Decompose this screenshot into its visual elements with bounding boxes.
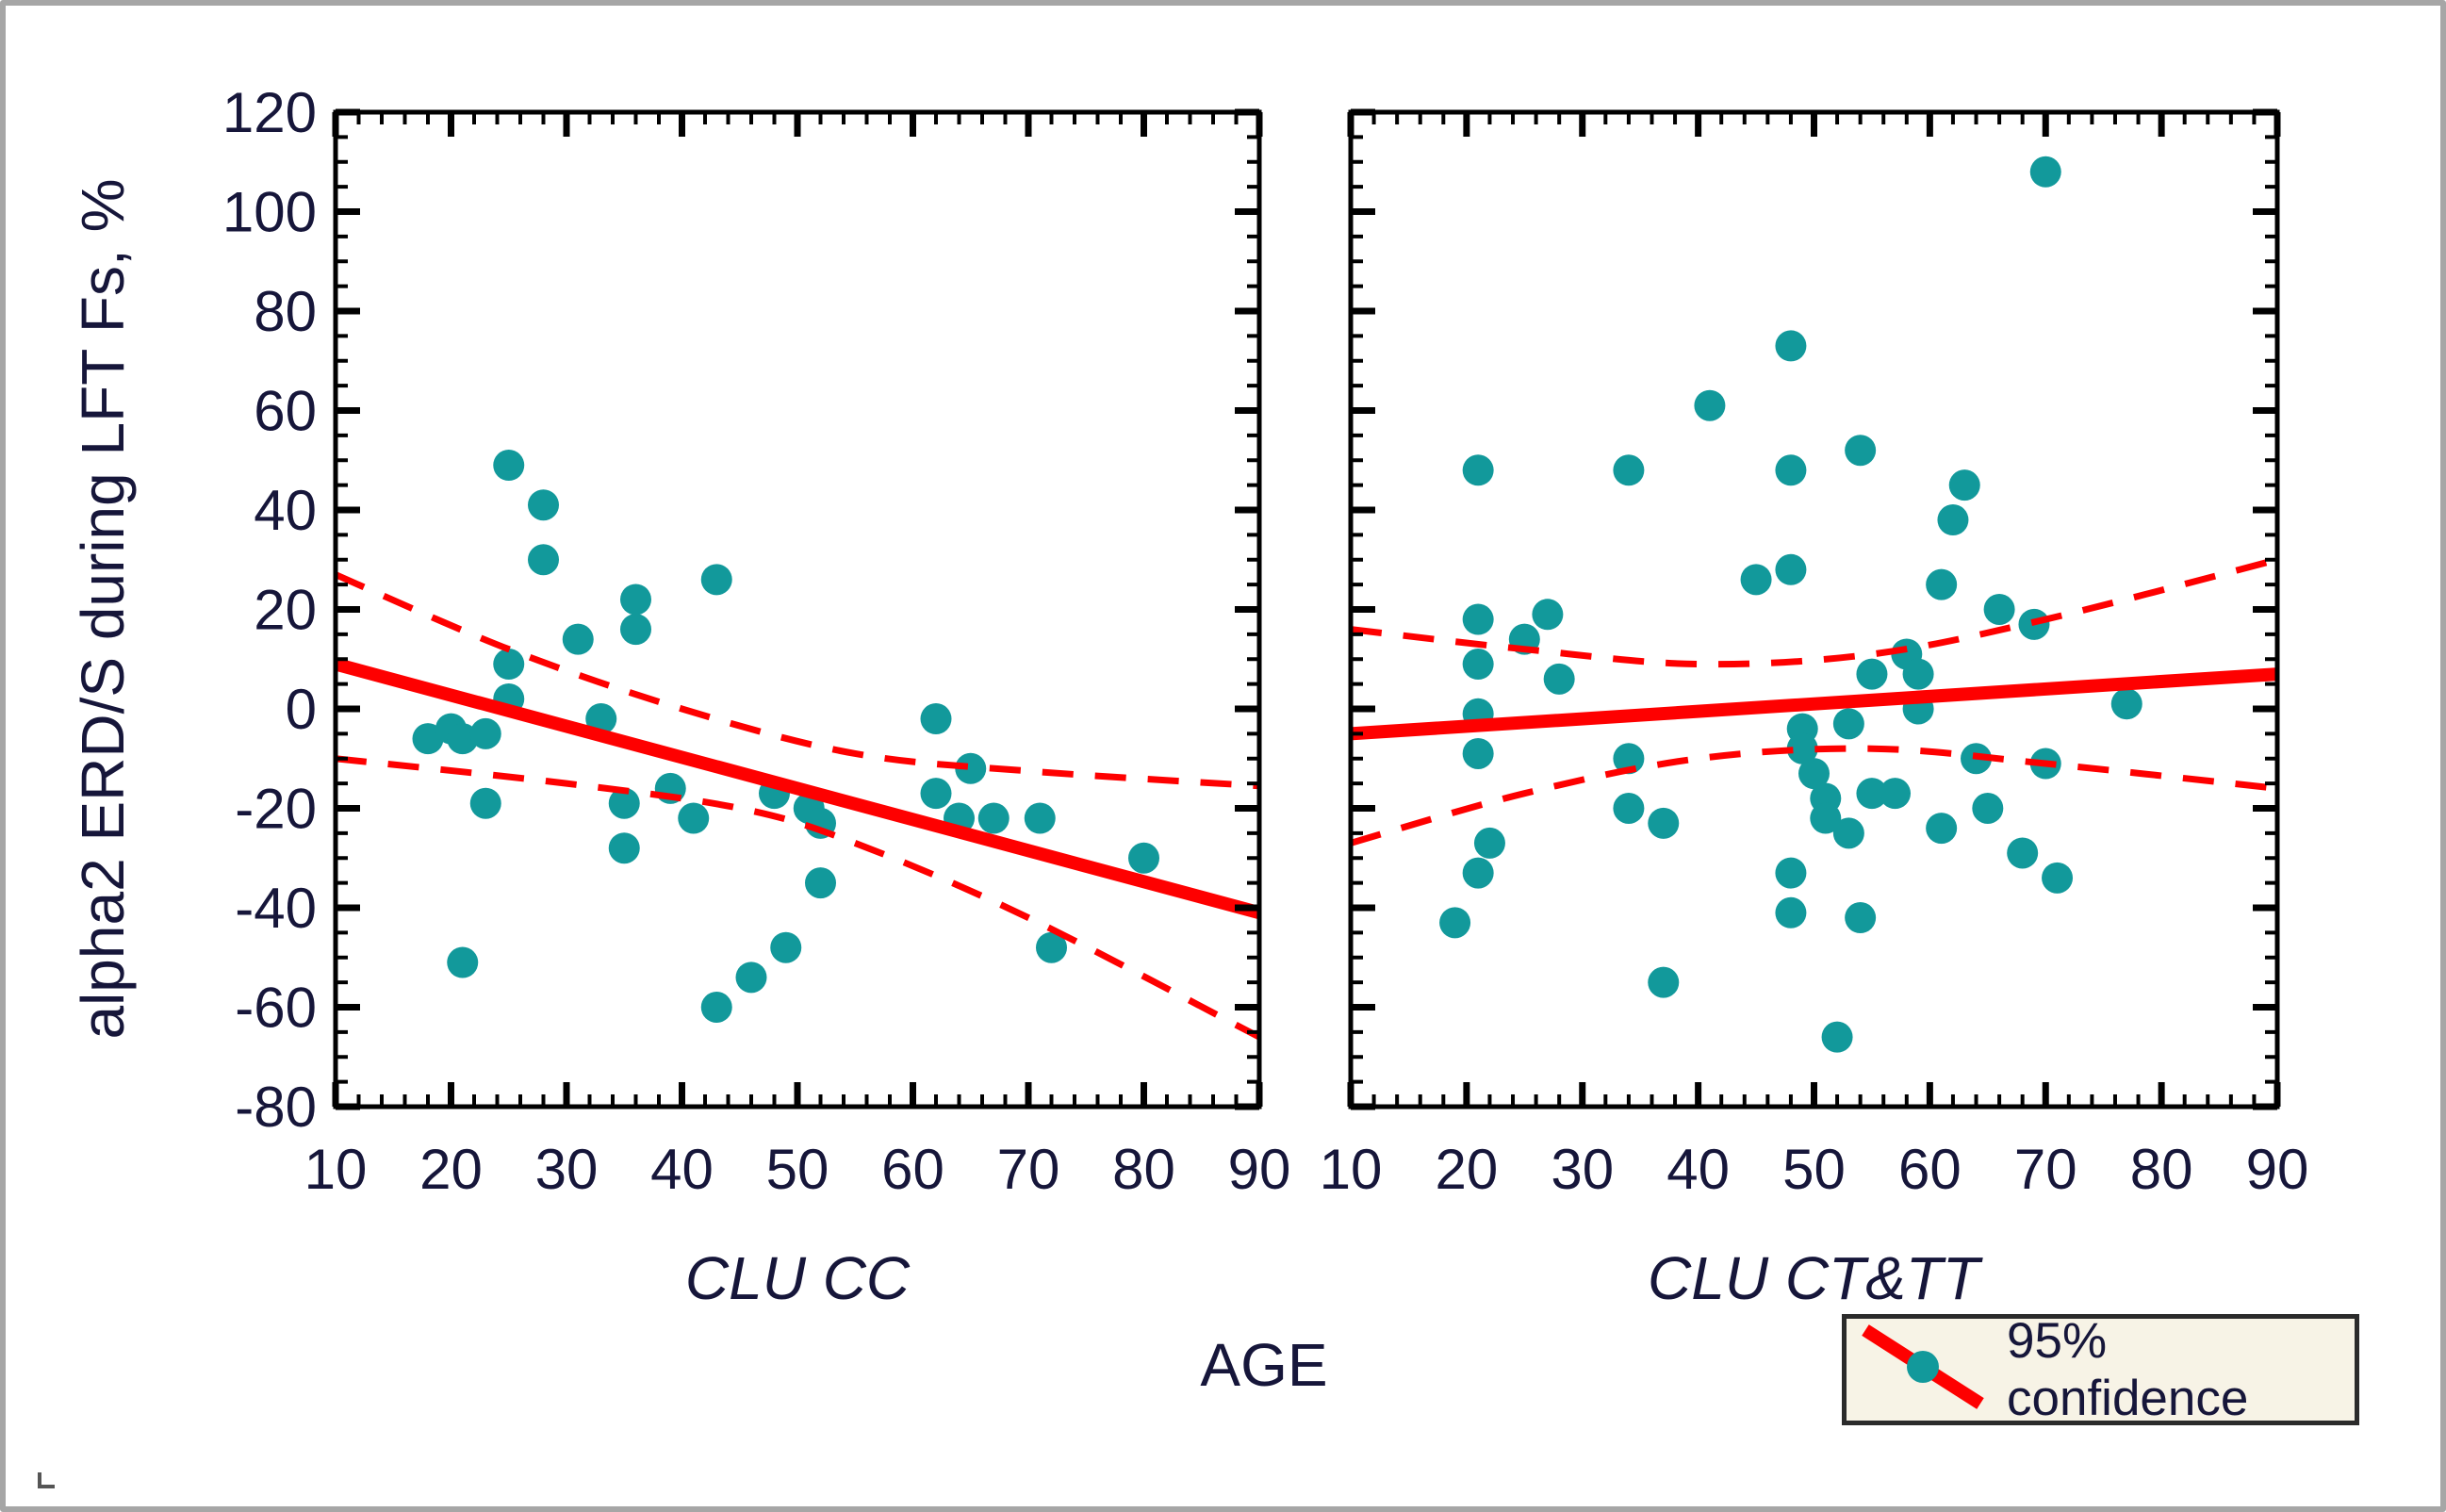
confidence-line-icon [1862,1324,1984,1409]
ci-upper-band [334,571,1260,790]
svg-text:60: 60 [254,380,317,443]
legend-label: 95% confidence [2007,1313,2249,1426]
svg-text:-80: -80 [235,1076,317,1139]
svg-text:60: 60 [881,1138,944,1201]
legend-box: 95% confidence [1842,1313,2359,1426]
svg-text:80: 80 [1112,1138,1175,1201]
svg-text:120: 120 [222,81,317,144]
svg-text:60: 60 [1898,1138,1962,1201]
y-axis-title: alpha2 ERD/S during LFT Fs, % [69,178,137,1040]
panel-clu-cc: 10 20 30 40 50 60 70 80 90-80-60-40-200204060801… [222,81,1290,1201]
ci-upper-band [1350,556,2278,668]
svg-text:80: 80 [2130,1138,2193,1201]
scatter-chart-canvas: 10 20 30 40 50 60 70 80 90-80-60-40-200204060801… [222,81,2309,1201]
svg-text:70: 70 [2014,1138,2077,1201]
panel-clu-cttt: 10 20 30 40 50 60 70 80 90 [1320,108,2309,1201]
x-axis-title: AGE [1200,1331,1328,1399]
regression-line [1350,667,2278,741]
svg-text:90: 90 [2246,1138,2309,1201]
svg-text:90: 90 [1228,1138,1291,1201]
ci-lower-band [335,755,1261,1041]
x-tick-labels: 10 20 30 40 50 60 70 80 90 [304,1138,1291,1201]
regression-line [334,657,1261,920]
ci-lower-band [1350,745,2278,846]
svg-text:50: 50 [1782,1138,1846,1201]
scatter-points [1439,156,2142,1053]
svg-text:50: 50 [766,1138,829,1201]
svg-text:20: 20 [419,1138,483,1201]
svg-text:30: 30 [1551,1138,1614,1201]
svg-text:-60: -60 [235,977,317,1040]
svg-text:80: 80 [254,280,317,343]
scatter-points [412,450,1159,1023]
plot-box [333,109,1262,1109]
panel-title-clu-cc: CLU CC [684,1244,911,1312]
plot-box [1348,109,2280,1109]
y-tick-labels: -80 -60 -40 -20 0 20 40 60 80 100 120 [222,81,317,1139]
svg-text:40: 40 [1666,1138,1730,1201]
svg-text:20: 20 [1436,1138,1499,1201]
svg-text:100: 100 [222,181,317,244]
svg-text:30: 30 [535,1138,599,1201]
svg-text:-40: -40 [235,877,317,940]
svg-text:70: 70 [997,1138,1060,1201]
svg-text:0: 0 [286,678,317,741]
svg-text:10: 10 [304,1138,368,1201]
panel-title-clu-cttt: CLU CT&TT [1648,1244,1979,1312]
svg-text:40: 40 [650,1138,714,1201]
corner-artifact-mark [38,1472,55,1488]
svg-text:-20: -20 [235,778,317,841]
svg-text:10: 10 [1320,1138,1383,1201]
svg-text:20: 20 [254,579,317,642]
x-tick-labels: 10 20 30 40 50 60 70 80 90 [1320,1138,2309,1201]
svg-text:40: 40 [254,479,317,542]
